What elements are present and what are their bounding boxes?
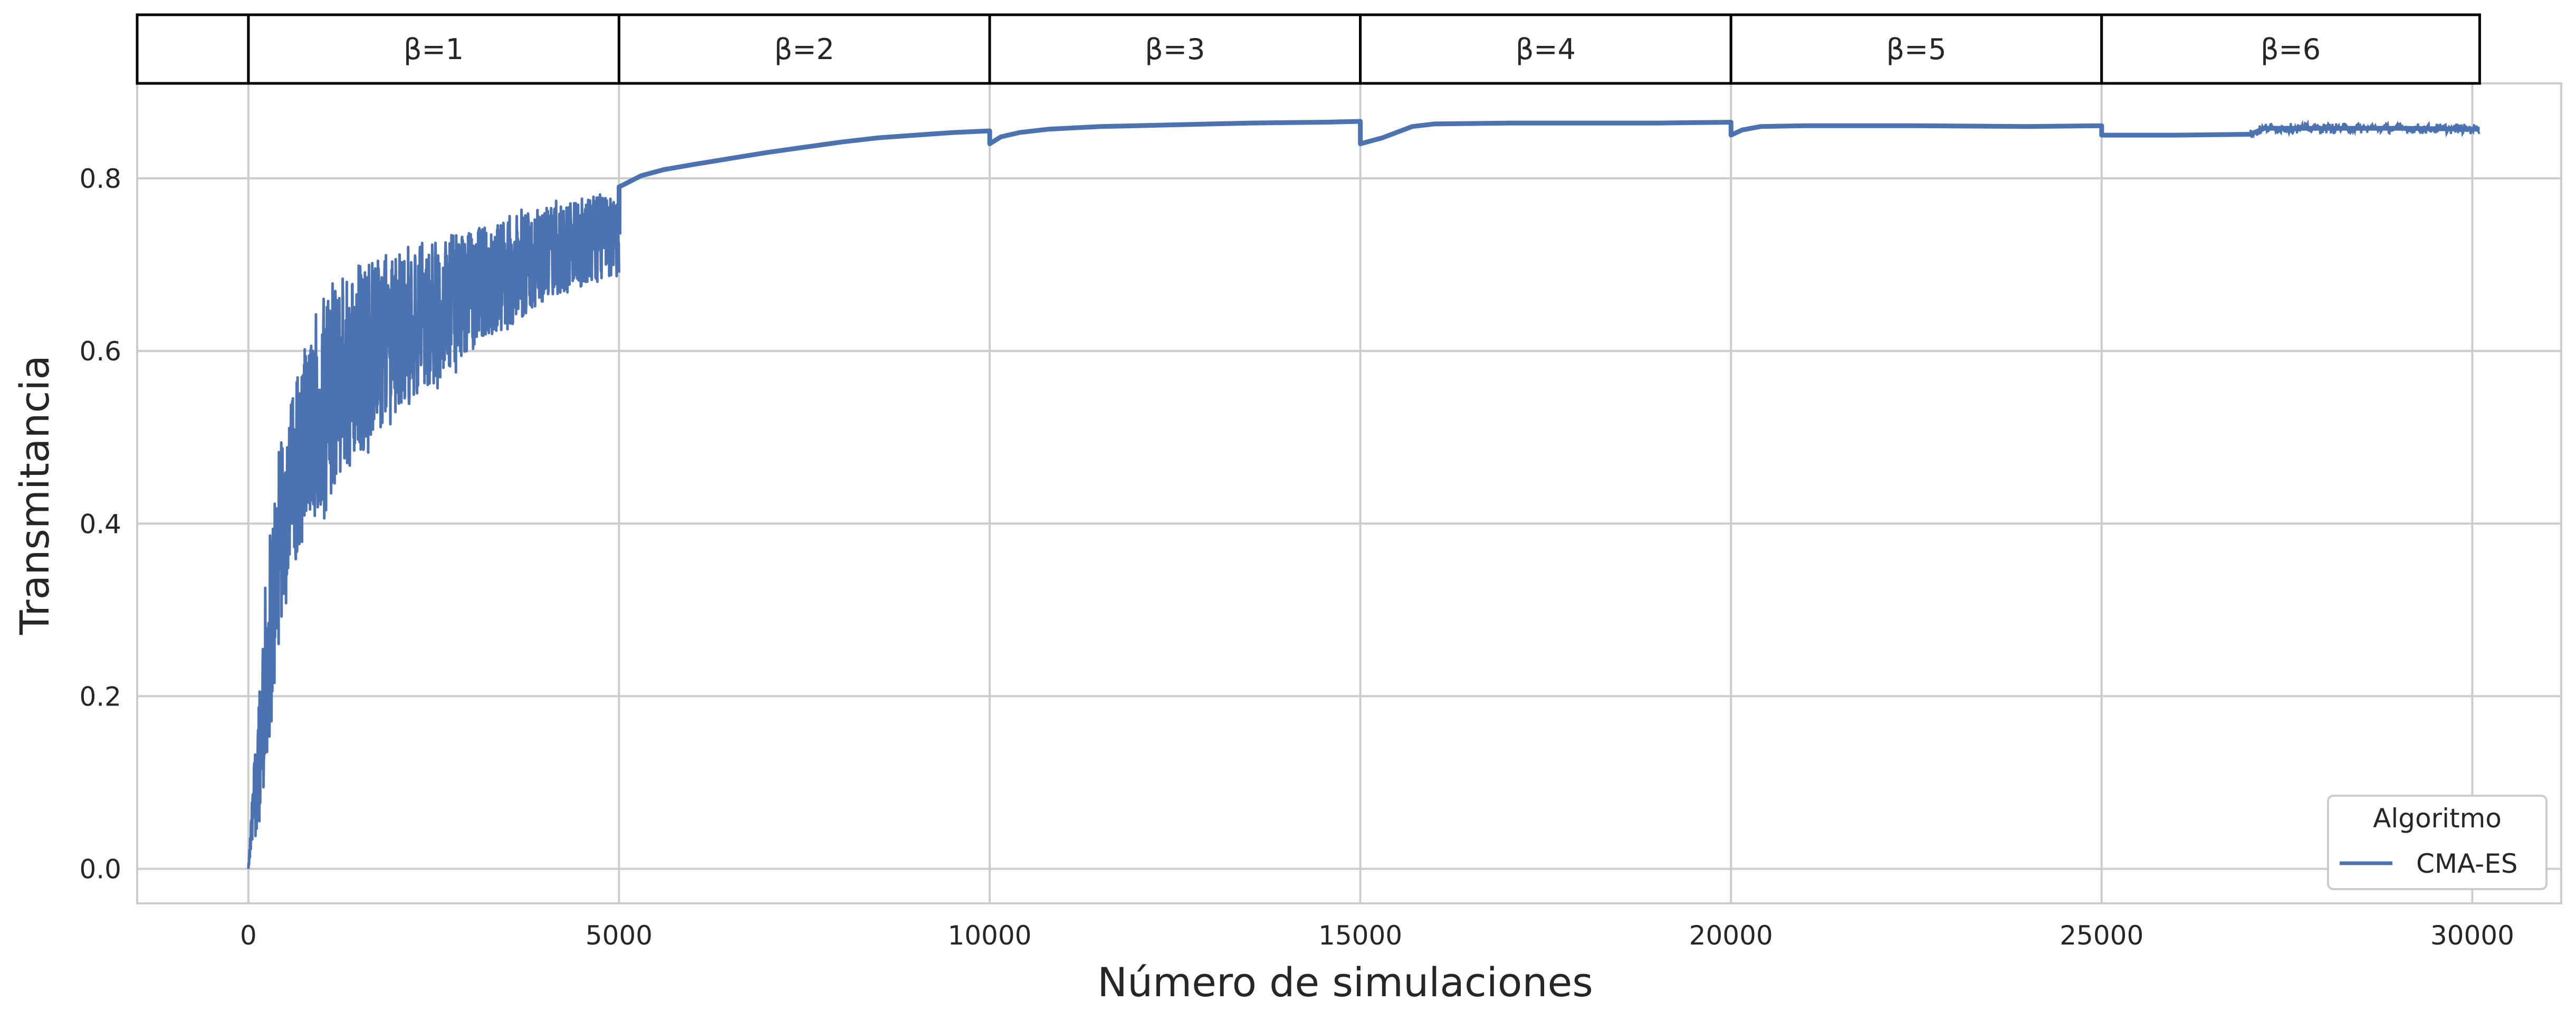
x-tick-label: 0 (240, 920, 257, 951)
facet-label: β=1 (404, 33, 464, 66)
facet-label: β=4 (1516, 33, 1576, 66)
x-tick-label: 30000 (2430, 920, 2514, 951)
y-tick-label: 0.2 (79, 681, 121, 712)
facet-label: β=5 (1886, 33, 1946, 66)
legend: Algoritmo CMA-ES (2327, 795, 2548, 890)
facet-cell (1729, 13, 2103, 85)
plot-frame (136, 82, 2562, 904)
x-axis-label: Número de simulaciones (1097, 959, 1593, 1006)
y-axis-label: Transmitancia (11, 355, 58, 635)
facet-cell (617, 13, 991, 85)
x-tick-label: 10000 (947, 920, 1031, 951)
facet-cell (2100, 13, 2481, 85)
x-tick-label: 5000 (586, 920, 653, 951)
legend-frame (2327, 795, 2548, 890)
legend-series-name: CMA-ES (2416, 848, 2518, 879)
y-tick-label: 0.4 (79, 509, 121, 539)
facet-label: β=3 (1145, 33, 1205, 66)
series-line-jitter (2248, 119, 2481, 139)
y-tick-label: 0.6 (79, 336, 121, 367)
x-tick-label: 25000 (2060, 920, 2143, 951)
facet-cell (136, 13, 250, 85)
x-tick-label: 15000 (1318, 920, 1402, 951)
series-layer (247, 119, 2481, 869)
y-tick-label: 0.8 (79, 164, 121, 194)
x-tick-label: 20000 (1689, 920, 1773, 951)
series-line-noisy (247, 193, 620, 869)
legend-title: Algoritmo (2373, 803, 2502, 834)
facet-strip: β=1 β=2 β=3 β=4 β=5 β=6 (136, 13, 2481, 85)
y-tick-label: 0.0 (79, 854, 121, 885)
facet-label: β=6 (2261, 33, 2321, 66)
tick-labels: 0.0 0.2 0.4 0.6 0.8 0 5000 10000 15000 20000 25000… (79, 164, 2514, 951)
facet-cell (247, 13, 620, 85)
facet-cell (1359, 13, 1732, 85)
facet-cell (988, 13, 1362, 85)
grid (136, 82, 2562, 904)
facet-label: β=2 (774, 33, 835, 66)
